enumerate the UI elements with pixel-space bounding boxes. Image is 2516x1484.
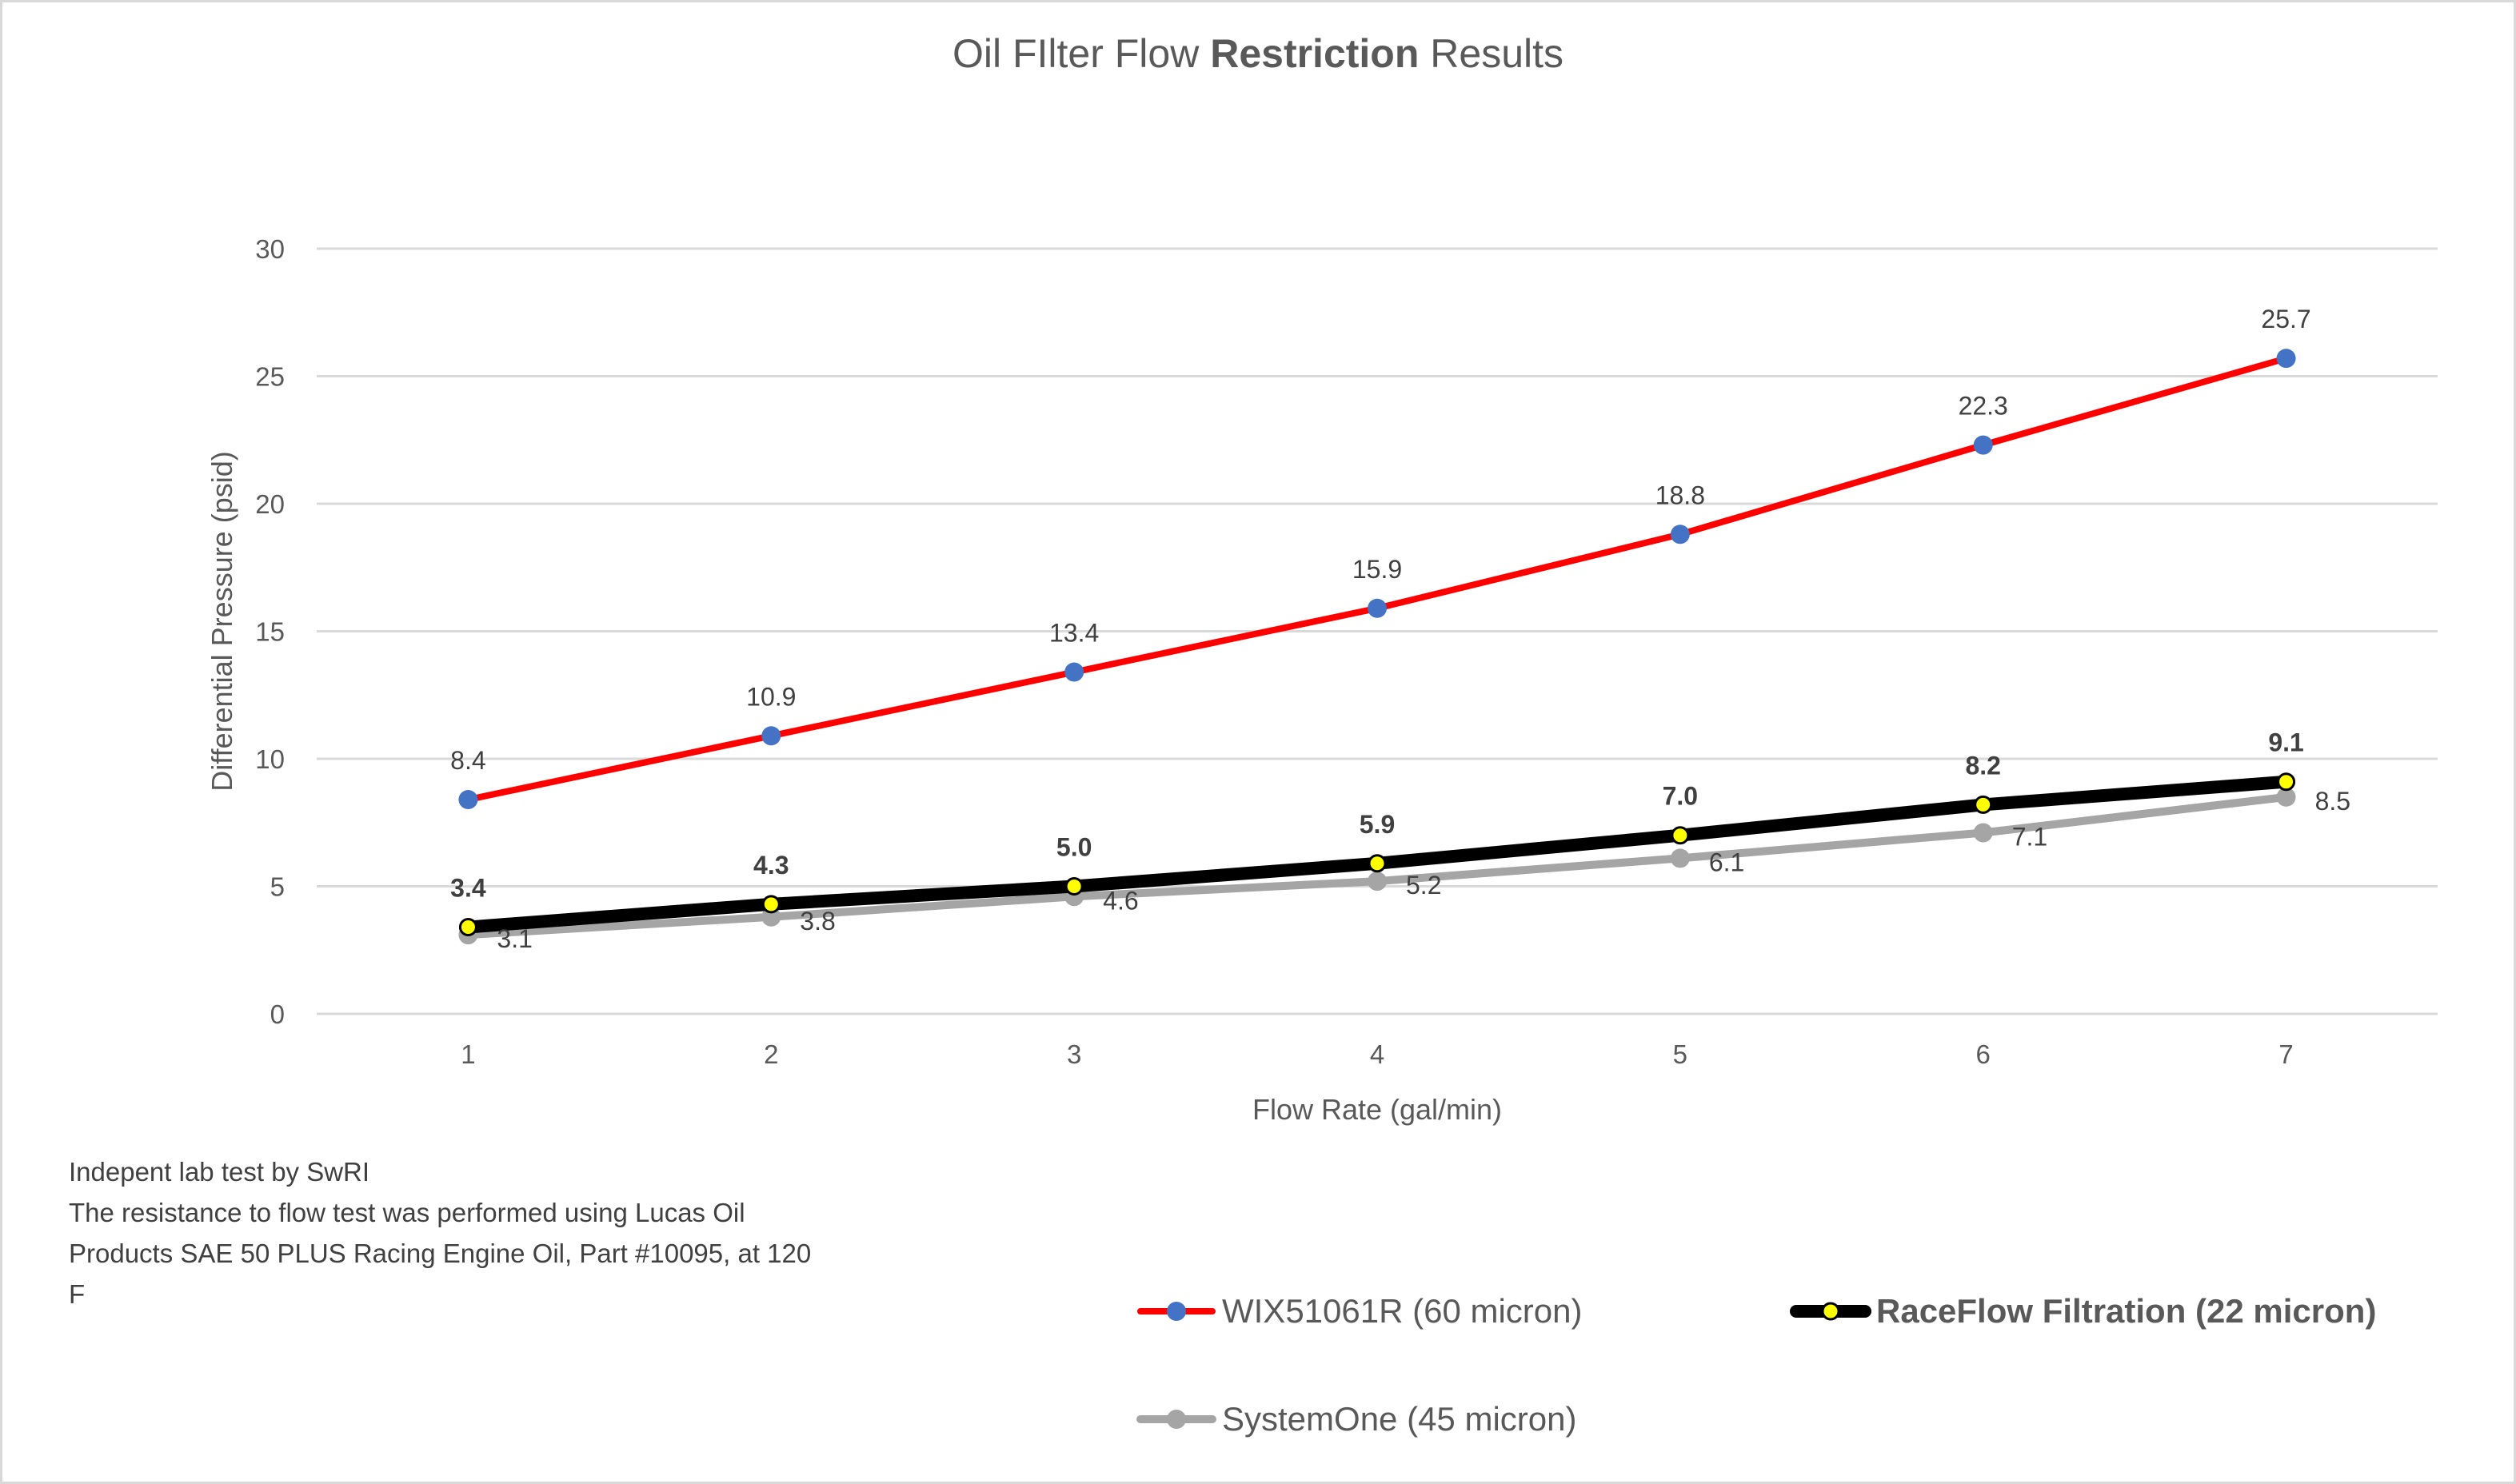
legend-item-systemone[interactable]: SystemOne (45 micron) xyxy=(1136,1395,1576,1443)
y-axis-title: Differential Pressure (psid) xyxy=(206,451,238,792)
gridlines xyxy=(317,247,2438,1015)
y-tick-label: 10 xyxy=(255,744,285,774)
data-label: 9.1 xyxy=(2268,728,2303,757)
y-tick-label: 0 xyxy=(270,999,285,1029)
data-point-marker[interactable] xyxy=(1973,435,1993,455)
x-axis-title: Flow Rate (gal/min) xyxy=(1252,1093,1502,1126)
note-line: Indepent lab test by SwRI xyxy=(69,1157,370,1187)
chart-title-part1: Oil FIlter Flow xyxy=(952,31,1211,76)
data-labels: 8.4 10.9 13.4 15.9 18.8 22.3 25.7 3.4 4.3 5.0 5.9 7… xyxy=(450,305,2350,953)
legend-label: WIX51061R (60 micron) xyxy=(1222,1292,1583,1330)
data-point-marker[interactable] xyxy=(2276,787,2296,807)
data-point-marker[interactable] xyxy=(1368,598,1387,618)
x-tick-label: 2 xyxy=(764,1039,778,1069)
data-point-marker[interactable] xyxy=(458,918,477,937)
data-point-marker[interactable] xyxy=(2277,772,2296,792)
test-note: Indepent lab test by SwRI The resistance… xyxy=(69,1151,909,1314)
x-tick-label: 6 xyxy=(1976,1039,1991,1069)
chart-title-bold: Restriction xyxy=(1210,31,1420,76)
data-label: 3.4 xyxy=(450,874,486,903)
data-point-marker[interactable] xyxy=(761,895,781,914)
data-label: 4.6 xyxy=(1103,886,1138,915)
y-axis-ticks: 0 5 10 15 20 25 30 xyxy=(255,234,285,1029)
data-label: 25.7 xyxy=(2261,305,2310,333)
chart-title-part3: Results xyxy=(1419,31,1564,76)
legend-swatch-gray-line-gray-marker-icon xyxy=(1136,1410,1216,1429)
data-label: 8.4 xyxy=(450,746,485,775)
data-point-marker[interactable] xyxy=(1670,848,1690,868)
data-label: 7.0 xyxy=(1663,782,1698,811)
data-point-marker[interactable] xyxy=(1671,826,1690,845)
note-line: Products SAE 50 PLUS Racing Engine Oil, … xyxy=(69,1239,812,1268)
legend-label: RaceFlow Filtration (22 micron) xyxy=(1876,1292,2377,1330)
legend-swatch-red-line-blue-marker-icon xyxy=(1137,1302,1216,1321)
legend-item-wix[interactable]: WIX51061R (60 micron) xyxy=(1136,1287,1583,1335)
data-point-marker[interactable] xyxy=(761,907,781,927)
legend-label: SystemOne (45 micron) xyxy=(1222,1400,1577,1438)
y-tick-label: 25 xyxy=(255,362,285,392)
data-point-marker[interactable] xyxy=(458,790,478,810)
x-axis-ticks: 1 2 3 4 5 6 7 xyxy=(461,1039,2294,1069)
data-point-marker[interactable] xyxy=(1974,795,1993,814)
data-label: 22.3 xyxy=(1959,392,2008,421)
data-label: 13.4 xyxy=(1049,619,1099,648)
x-tick-label: 4 xyxy=(1370,1039,1384,1069)
data-point-marker[interactable] xyxy=(1368,854,1387,873)
data-label: 3.1 xyxy=(497,924,532,953)
data-point-marker[interactable] xyxy=(1670,525,1690,545)
y-tick-label: 15 xyxy=(255,617,285,647)
data-label: 6.1 xyxy=(1709,848,1744,876)
x-tick-label: 5 xyxy=(1673,1039,1687,1069)
legend-swatch-black-line-yellow-marker-icon xyxy=(1790,1302,1871,1321)
series-wix xyxy=(458,349,2296,810)
data-label: 4.3 xyxy=(753,851,789,880)
data-point-marker[interactable] xyxy=(1973,823,1993,843)
data-label: 5.2 xyxy=(1406,871,1441,900)
data-label: 8.2 xyxy=(1965,751,2000,780)
data-label: 5.9 xyxy=(1360,810,1395,839)
data-label: 3.8 xyxy=(800,907,835,935)
x-tick-label: 1 xyxy=(461,1039,475,1069)
data-label: 10.9 xyxy=(746,682,796,711)
x-tick-label: 3 xyxy=(1067,1039,1081,1069)
data-point-marker[interactable] xyxy=(1064,877,1084,896)
data-point-marker[interactable] xyxy=(1368,872,1387,892)
data-label: 5.0 xyxy=(1056,833,1092,862)
data-label: 18.8 xyxy=(1655,481,1705,509)
series-layer xyxy=(458,349,2296,945)
data-point-marker[interactable] xyxy=(1064,662,1084,682)
y-tick-label: 20 xyxy=(255,489,285,519)
data-point-marker[interactable] xyxy=(2276,349,2296,369)
x-tick-label: 7 xyxy=(2278,1039,2293,1069)
data-label: 7.1 xyxy=(2012,823,2047,852)
data-point-marker[interactable] xyxy=(761,726,781,746)
y-tick-label: 30 xyxy=(255,234,285,264)
legend-item-raceflow[interactable]: RaceFlow Filtration (22 micron) xyxy=(1790,1287,2376,1335)
series-raceflow xyxy=(458,772,2296,937)
data-label: 15.9 xyxy=(1352,555,1402,584)
y-tick-label: 5 xyxy=(270,872,285,902)
data-label: 8.5 xyxy=(2315,787,2350,816)
chart-title: Oil FIlter Flow Restriction Results xyxy=(0,30,2516,77)
note-line: The resistance to flow test was performe… xyxy=(69,1198,745,1227)
note-line: F xyxy=(69,1279,86,1309)
